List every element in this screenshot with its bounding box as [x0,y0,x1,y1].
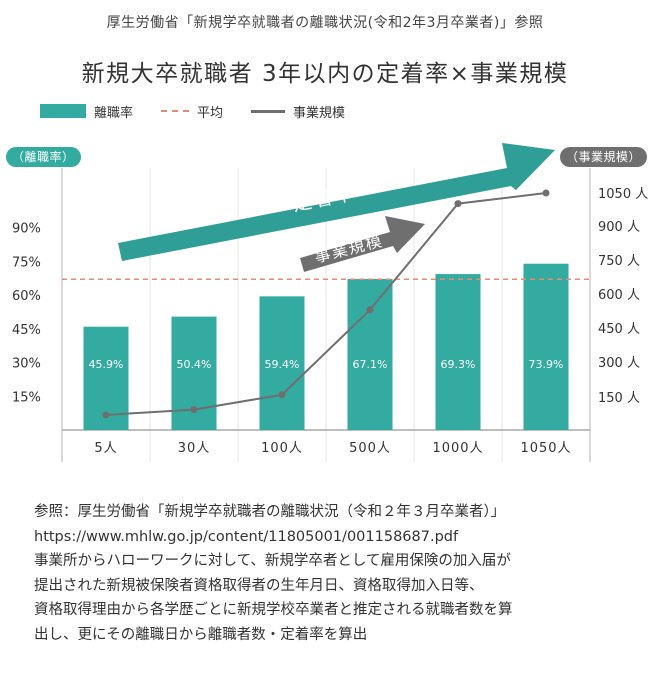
note-url: https://www.mhlw.go.jp/content/11805001/… [34,528,459,545]
left-axis-label: （離職率） [6,147,81,167]
x-tick-label: 1050人 [520,441,571,456]
right-tick-label: 300 人 [598,356,640,371]
right-tick-label: 150 人 [598,391,640,406]
legend: 離職率 平均 事業規模 [40,100,373,122]
right-tick-label: 600 人 [598,288,640,303]
x-tick-label: 30人 [178,441,211,456]
right-tick-label: 1050 人 [598,187,648,202]
legend-label-average: 平均 [197,105,224,121]
legend-swatch-average [161,110,190,112]
legend-item-line: 事業規模 [251,102,345,121]
right-tick-label: 450 人 [598,322,640,337]
bar-value-label: 73.9% [529,358,564,371]
bar-value-label: 45.9% [89,358,124,371]
scale-line-group [102,189,550,419]
legend-swatch-line [251,109,286,113]
legend-item-average: 平均 [161,102,223,121]
legend-swatch-bar [40,104,86,118]
left-tick-label: 45% [12,323,41,338]
bar [523,263,569,430]
gray-arrow [300,216,425,272]
note-line: 出し、更にその離職日から離職者数・定着率を算出 [34,626,368,643]
scale-point [366,306,374,314]
legend-item-bar: 離職率 [40,102,133,121]
right-tick-label: 750 人 [598,254,640,269]
teal-arrow [118,143,555,261]
tick-labels: 15% 30% 45% 60% 75% 90% 150 人 300 人 450 人 600 人 75… [12,187,648,406]
chart-title: 新規大卒就職者 3年以内の定着率×事業規模 [81,61,569,87]
legend-label-line: 事業規模 [293,105,346,121]
scale-point [102,411,110,419]
grid [61,168,591,462]
scale-point [454,200,462,208]
bar-value-label: 69.3% [441,358,476,371]
bar [347,279,393,430]
gray-arrow-label: 事業規模 [312,231,385,266]
legend-label-bar: 離職率 [94,105,134,121]
bar-value-label: 67.1% [353,358,388,371]
left-tick-label: 75% [12,255,41,270]
x-tick-label: 5人 [94,441,117,456]
note-line: 参照：厚生労働省「新規学卒就職者の離職状況（令和２年３月卒業者）」 [34,504,506,520]
note-line: 資格取得理由から各学歴ごとに新規学校卒業者と推定される就職者数を算 [34,602,513,618]
left-tick-label: 60% [12,289,41,304]
right-tick-label: 900 人 [598,220,640,235]
left-tick-label: 90% [12,222,41,237]
note-line: 事業所からハローワークに対して、新規学卒者として雇用保険の加入届が [34,553,511,569]
right-axis-label: （事業規模） [560,147,648,167]
source-line: 厚生労働省「新規学卒就職者の離職状況(令和2年3月卒業者)」参照 [106,15,544,31]
bar [259,296,305,430]
x-tick-label: 1000人 [432,441,483,456]
left-tick-label: 15% [12,390,41,405]
scale-line [105,192,547,416]
scale-point [278,391,286,399]
x-tick-label: 100人 [261,441,303,456]
scale-point [542,189,550,197]
bars: 45.9% 5人 50.4% 30人 59.4% 100人 67.1% 500人 69.3% 10… [83,263,571,456]
x-tick-label: 500人 [349,441,391,456]
left-tick-label: 30% [12,357,41,372]
notes: 参照：厚生労働省「新規学卒就職者の離職状況（令和２年３月卒業者）」 https:… [34,500,634,647]
note-line: 提出された新規被保険者資格取得者の生年月日、資格取得加入日等、 [34,577,484,594]
bar [435,274,481,430]
bar-value-label: 59.4% [265,358,300,371]
bar-value-label: 50.4% [177,358,212,371]
scale-point [190,406,198,414]
